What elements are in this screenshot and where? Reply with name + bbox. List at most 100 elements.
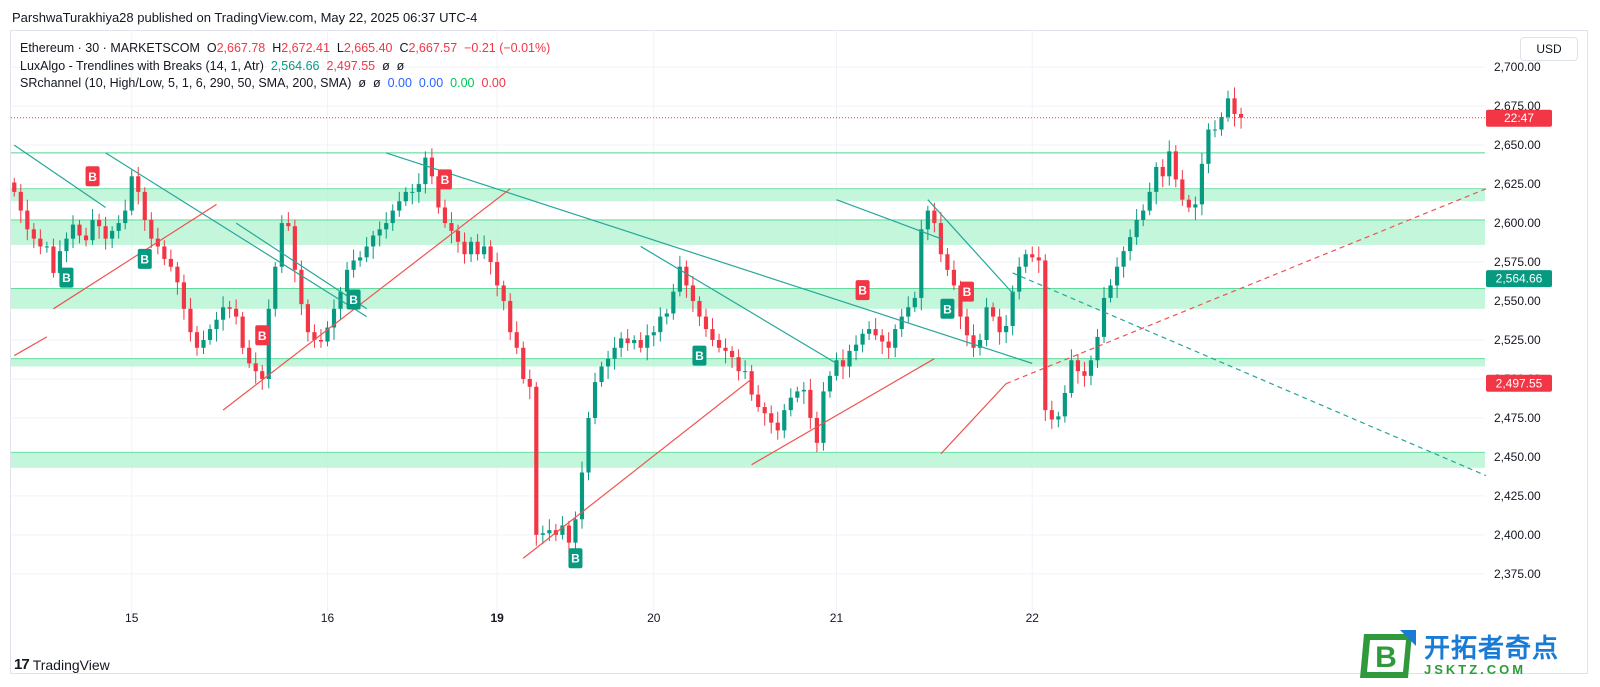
buy-signal-down-label: B [858, 284, 867, 298]
candle-body [214, 319, 219, 330]
candle-body [1088, 360, 1094, 376]
candle-body [860, 333, 865, 345]
watermark-title: 开拓者奇点 [1424, 633, 1560, 663]
candle-body [286, 223, 291, 227]
buy-signal-up-label: B [695, 349, 704, 363]
candle-body [97, 219, 102, 227]
candle-body [247, 347, 252, 364]
candle-body [455, 230, 461, 242]
candle-body [495, 262, 500, 286]
indicator2-value-3: 0.00 [387, 76, 412, 90]
candle-body [658, 316, 663, 333]
candle-body [1180, 179, 1185, 200]
chart-frame [10, 30, 1588, 674]
legend-indicator-luxalgo[interactable]: LuxAlgo - Trendlines with Breaks (14, 1,… [20, 58, 550, 76]
buy-signal-up: B [568, 548, 583, 569]
trendline-support [13, 336, 48, 357]
candle-body [723, 347, 728, 351]
y-tick-label: 2,450.00 [1494, 450, 1541, 464]
candle-body [18, 191, 23, 211]
candle-body [1043, 260, 1048, 411]
y-tick-label: 2,650.00 [1494, 138, 1541, 152]
candle-body [397, 201, 402, 211]
indicator1-value-1: 2,564.66 [270, 58, 320, 73]
candle-body [508, 301, 513, 333]
price-tags: 22:47 2,564.66 2,497.55 [1486, 109, 1552, 392]
candle-body [579, 472, 585, 520]
candle-body [964, 316, 970, 336]
candle-body [801, 389, 806, 392]
price-tag-bg [1486, 270, 1552, 288]
candle-body [1023, 254, 1028, 267]
candle-body [279, 223, 284, 267]
candle-body [619, 338, 624, 348]
watermark-badge-letter: B [1375, 641, 1397, 674]
candle-body [638, 339, 643, 348]
y-tick-label: 2,525.00 [1494, 333, 1541, 347]
candle-body [827, 375, 833, 392]
legend-indicator-srchannel[interactable]: SRchannel (10, High/Low, 5, 1, 6, 290, 5… [20, 75, 550, 93]
trendline-resistance-projection [1012, 272, 1487, 477]
legend-o-label: O [206, 41, 217, 55]
candle-body [729, 350, 735, 358]
candle-body [853, 344, 859, 351]
buy-signal-up-label: B [349, 293, 358, 307]
candle-body [351, 260, 356, 270]
legend-symbol-row[interactable]: Ethereum · 30 · MARKETSCOM O2,667.78 H2,… [20, 40, 550, 58]
candle-body [1114, 266, 1120, 286]
candle-body [592, 382, 598, 418]
tradingview-logo-icon: 17 [14, 656, 30, 673]
y-axis: 2,375.00 2,400.00 2,425.00 2,450.00 2,475.00… [1494, 60, 1541, 581]
candle-body [1062, 392, 1067, 417]
candle-body [201, 339, 206, 348]
candle-body [795, 391, 800, 398]
candle-body [1193, 204, 1198, 208]
legend-change: −0.21 (−0.01%) [464, 41, 551, 55]
candle-body [997, 316, 1002, 333]
candle-body [501, 285, 506, 302]
buy-signal-down: B [85, 166, 100, 187]
candle-body [1199, 163, 1204, 205]
candle-body [1128, 237, 1133, 252]
sr-zone [11, 288, 1485, 309]
x-tick-label: 15 [125, 611, 139, 625]
price-tag-label: 2,564.66 [1496, 272, 1543, 286]
candles [12, 87, 1244, 556]
trendline-resistance [836, 199, 942, 240]
candle-body [57, 251, 63, 273]
buy-signal-up-bg [137, 248, 152, 269]
candle-body [1147, 191, 1152, 211]
candle-body [958, 285, 963, 317]
currency-button[interactable]: USD [1520, 37, 1578, 61]
candle-body [690, 285, 696, 302]
candle-body [1160, 166, 1165, 177]
tradingview-logo[interactable]: 17 TradingView [14, 656, 110, 673]
indicator2-value-2: ø [372, 76, 381, 90]
candle-body [142, 191, 147, 220]
candle-body [599, 366, 604, 383]
indicator2-value-4: 0.00 [418, 76, 444, 90]
candle-body [299, 269, 304, 305]
buy-signal-up-bg [692, 345, 707, 366]
candle-body [1056, 416, 1061, 420]
candle-body [919, 229, 924, 298]
candle-body [403, 191, 408, 202]
candle-body [912, 297, 917, 308]
candle-body [38, 238, 43, 247]
candle-body [697, 301, 702, 317]
buy-signal-down-bg [85, 166, 100, 187]
candle-body [612, 347, 617, 359]
tradingview-logo-text: TradingView [32, 656, 110, 673]
buy-signal-up-bg [568, 548, 583, 569]
buy-signal-down: B [255, 325, 270, 346]
candle-body [677, 266, 682, 292]
trendline-resistance [13, 144, 106, 208]
candle-body [925, 210, 930, 230]
x-tick-label: 20 [647, 611, 661, 625]
candle-body [573, 519, 578, 543]
candle-body [984, 307, 989, 340]
buy-signal-down-label: B [441, 173, 450, 187]
indicator2-value-5: 0.00 [450, 76, 475, 90]
